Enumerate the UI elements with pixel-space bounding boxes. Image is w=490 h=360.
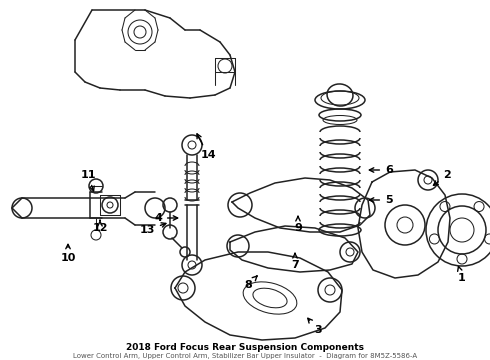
Text: 4: 4 <box>154 213 178 223</box>
Text: 1: 1 <box>458 266 466 283</box>
Text: 8: 8 <box>244 276 257 290</box>
Text: 2: 2 <box>434 170 451 185</box>
Text: 6: 6 <box>369 165 393 175</box>
Text: 11: 11 <box>80 170 96 191</box>
Text: 5: 5 <box>369 195 392 205</box>
Text: 7: 7 <box>291 253 299 270</box>
Text: 13: 13 <box>140 223 166 235</box>
Text: 10: 10 <box>60 244 75 263</box>
Text: 9: 9 <box>294 216 302 233</box>
Text: 3: 3 <box>308 318 322 335</box>
Text: Lower Control Arm, Upper Control Arm, Stabilizer Bar Upper Insulator  -  Diagram: Lower Control Arm, Upper Control Arm, St… <box>73 353 417 359</box>
Text: 14: 14 <box>197 134 216 160</box>
Text: 12: 12 <box>92 220 108 233</box>
Text: 2018 Ford Focus Rear Suspension Components: 2018 Ford Focus Rear Suspension Componen… <box>126 343 364 352</box>
